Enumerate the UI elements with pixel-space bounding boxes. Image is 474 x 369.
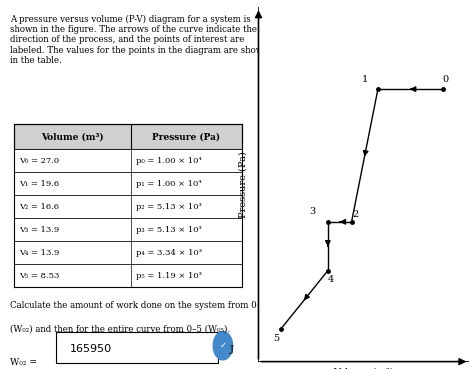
Text: 2: 2 (353, 210, 359, 219)
FancyBboxPatch shape (55, 331, 218, 363)
FancyBboxPatch shape (14, 218, 242, 241)
Text: Pressure (Pa): Pressure (Pa) (153, 132, 220, 141)
Text: A pressure versus volume (P-V) diagram for a system is
shown in the figure. The : A pressure versus volume (P-V) diagram f… (9, 14, 268, 65)
Text: 165950: 165950 (70, 344, 112, 354)
Circle shape (213, 331, 233, 360)
Text: Volume (m³): Volume (m³) (41, 132, 104, 141)
X-axis label: Volume (m³): Volume (m³) (334, 367, 394, 369)
FancyBboxPatch shape (14, 149, 242, 172)
Text: p₀ = 1.00 × 10⁴: p₀ = 1.00 × 10⁴ (136, 156, 201, 165)
Text: Calculate the amount of work done on the system from 0–2: Calculate the amount of work done on the… (9, 301, 266, 310)
FancyBboxPatch shape (14, 195, 242, 218)
Text: p₄ = 3.34 × 10³: p₄ = 3.34 × 10³ (136, 249, 201, 257)
Text: ✓: ✓ (219, 341, 227, 350)
Text: 4: 4 (328, 275, 334, 284)
Text: p₁ = 1.00 × 10⁴: p₁ = 1.00 × 10⁴ (136, 180, 201, 187)
Text: V₂ = 16.6: V₂ = 16.6 (19, 203, 59, 211)
Text: V₁ = 19.6: V₁ = 19.6 (19, 180, 59, 187)
FancyBboxPatch shape (14, 172, 242, 195)
FancyBboxPatch shape (14, 241, 242, 264)
FancyBboxPatch shape (14, 124, 242, 149)
Text: W₀₂ =: W₀₂ = (9, 358, 36, 367)
Text: p₅ = 1.19 × 10³: p₅ = 1.19 × 10³ (136, 272, 201, 280)
Y-axis label: Pressure (Pa): Pressure (Pa) (239, 151, 248, 218)
Text: p₃ = 5.13 × 10³: p₃ = 5.13 × 10³ (136, 226, 201, 234)
Text: 1: 1 (362, 75, 368, 84)
Text: V₄ = 13.9: V₄ = 13.9 (19, 249, 60, 257)
FancyBboxPatch shape (14, 264, 242, 287)
Text: p₂ = 5.13 × 10³: p₂ = 5.13 × 10³ (136, 203, 201, 211)
Text: 5: 5 (273, 334, 279, 343)
Text: V₅ = 8.53: V₅ = 8.53 (19, 272, 60, 280)
Text: 3: 3 (309, 207, 315, 216)
Text: (W₀₂) and then for the entire curve from 0–5 (W₀₅).: (W₀₂) and then for the entire curve from… (9, 324, 230, 334)
Text: 0: 0 (443, 75, 448, 84)
Text: J: J (230, 345, 234, 354)
Text: V₀ = 27.0: V₀ = 27.0 (19, 156, 59, 165)
Text: V₃ = 13.9: V₃ = 13.9 (19, 226, 60, 234)
